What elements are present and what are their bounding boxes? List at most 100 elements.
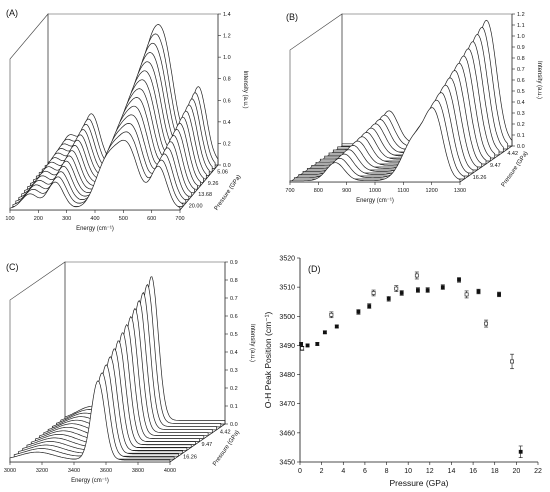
x-tick-label: 1300 xyxy=(454,188,466,194)
z-tick-label: 0.8 xyxy=(223,77,231,83)
z-tick-label: 1.4 xyxy=(223,12,231,18)
z-tick-label: 0.9 xyxy=(230,260,238,266)
filled-data-point xyxy=(386,296,391,301)
z-tick-label: 0.5 xyxy=(517,89,525,95)
panel-b: (B) 700 800 900 1000 1100 1200 1300 Energy (cm⁻… xyxy=(285,12,542,204)
z-tick-label: 0.2 xyxy=(223,141,231,147)
filled-data-point xyxy=(356,310,361,314)
z-tick-label: 0.8 xyxy=(230,278,238,284)
depth-tick-label: 9.47 xyxy=(202,442,213,448)
z-tick-label: 0.7 xyxy=(517,67,525,73)
filled-data-point xyxy=(399,291,404,295)
z-tick-label: 0.1 xyxy=(517,133,525,139)
filled-data-point xyxy=(518,449,523,454)
depth-axis-line xyxy=(179,164,219,211)
y-tick-label: 3480 xyxy=(279,372,295,379)
x-axis-label: Energy (cm⁻¹) xyxy=(71,478,109,484)
z-tick-label: 0.6 xyxy=(230,314,238,320)
depth-tick-label: 16.26 xyxy=(473,175,487,181)
x-tick-label: 14 xyxy=(448,468,456,475)
panel-d-label: (D) xyxy=(308,264,321,274)
depth-axis-line xyxy=(169,423,226,463)
x-tick-label: 20 xyxy=(512,468,520,475)
spectrum-trace xyxy=(9,380,171,463)
y-tick-label: 3470 xyxy=(279,401,295,408)
open-data-point xyxy=(371,291,376,295)
z-tick-label: 0.8 xyxy=(517,56,525,62)
open-data-point xyxy=(510,359,514,364)
open-data-point xyxy=(300,346,305,351)
x-tick-label: 800 xyxy=(314,188,323,194)
x-tick-label: 400 xyxy=(90,216,99,222)
z-axis-label: Intensity (a.u.) xyxy=(249,324,255,362)
filled-data-point xyxy=(457,277,461,282)
z-tick-label: 0.3 xyxy=(230,368,238,374)
z-tick-label: 0.5 xyxy=(230,332,238,338)
z-axis-label: Intensity (a.u.) xyxy=(242,70,248,108)
x-tick-label: 300 xyxy=(62,216,71,222)
z-tick-label: 0.1 xyxy=(230,404,238,410)
x-tick-label: 700 xyxy=(175,216,184,222)
z-tick-label: 0.2 xyxy=(230,386,238,392)
filled-data-point xyxy=(440,285,445,290)
x-tick-label: 12 xyxy=(426,468,434,475)
x-axis-label: Energy (cm⁻¹) xyxy=(76,226,114,232)
z-tick-label: 0.2 xyxy=(517,122,525,128)
filled-data-point xyxy=(322,330,327,335)
z-tick-label: 1.2 xyxy=(223,34,231,40)
x-tick-label: 8 xyxy=(385,468,389,475)
y-axis-label: O-H Peak Position (cm⁻¹) xyxy=(263,312,273,409)
z-tick-label: 1.0 xyxy=(517,34,525,40)
z-tick-label: 0.4 xyxy=(223,120,231,126)
open-data-point xyxy=(329,312,334,317)
x-tick-label: 0 xyxy=(298,468,302,475)
x-tick-label: 18 xyxy=(491,468,499,475)
depth-tick-label: 16.26 xyxy=(183,455,197,461)
depth-tick-label: 9.26 xyxy=(208,181,219,187)
z-tick-label: 0.0 xyxy=(230,422,238,428)
depth-tick-label: 5.06 xyxy=(217,170,228,176)
x-tick-label: 3800 xyxy=(132,468,144,474)
z-tick-label: 1.0 xyxy=(223,55,231,61)
open-data-point xyxy=(464,292,469,297)
x-axis-label: Pressure (GPa) xyxy=(389,478,448,488)
z-tick-label: 0.6 xyxy=(223,98,231,104)
spectrum-trace xyxy=(9,139,181,211)
z-axis-label: Intensity (a.u.) xyxy=(536,61,542,99)
x-axis-label: Energy (cm⁻¹) xyxy=(356,198,394,204)
depth-tick-label: 20.00 xyxy=(189,203,203,209)
x-tick-label: 600 xyxy=(147,216,156,222)
y-tick-label: 3510 xyxy=(279,285,295,292)
y-tick-label: 3450 xyxy=(279,460,295,467)
spectrum-trace xyxy=(289,107,461,183)
open-data-point xyxy=(394,286,399,291)
open-data-point xyxy=(414,273,419,278)
x-tick-label: 10 xyxy=(404,468,412,475)
x-tick-label: 3400 xyxy=(68,468,80,474)
z-tick-label: 0.0 xyxy=(517,144,525,150)
x-tick-label: 3200 xyxy=(36,468,48,474)
filled-data-point xyxy=(367,304,372,308)
x-tick-label: 3600 xyxy=(100,468,112,474)
z-tick-label: 0.6 xyxy=(517,78,525,84)
y-tick-label: 3500 xyxy=(279,314,295,321)
open-data-point xyxy=(484,321,488,326)
x-tick-label: 2 xyxy=(320,468,324,475)
z-tick-label: 1.2 xyxy=(517,12,525,18)
panel-b-label: (B) xyxy=(286,12,298,22)
filled-data-point xyxy=(299,342,303,346)
depth-axis-label: Pressure (GPa) xyxy=(214,174,243,212)
filled-data-point xyxy=(315,342,320,346)
x-tick-label: 700 xyxy=(285,188,294,194)
filled-data-point xyxy=(334,324,339,329)
panel-c: (C) 3000 3200 3400 3600 3800 4000 Energy (cm⁻¹… xyxy=(4,260,255,484)
y-tick-label: 3490 xyxy=(279,343,295,350)
filled-data-point xyxy=(425,288,430,292)
x-tick-label: 900 xyxy=(342,188,351,194)
x-tick-label: 500 xyxy=(119,216,128,222)
z-tick-label: 0.9 xyxy=(517,45,525,51)
z-tick-label: 0.7 xyxy=(230,296,238,302)
x-tick-label: 200 xyxy=(34,216,43,222)
filled-data-point xyxy=(497,292,501,297)
